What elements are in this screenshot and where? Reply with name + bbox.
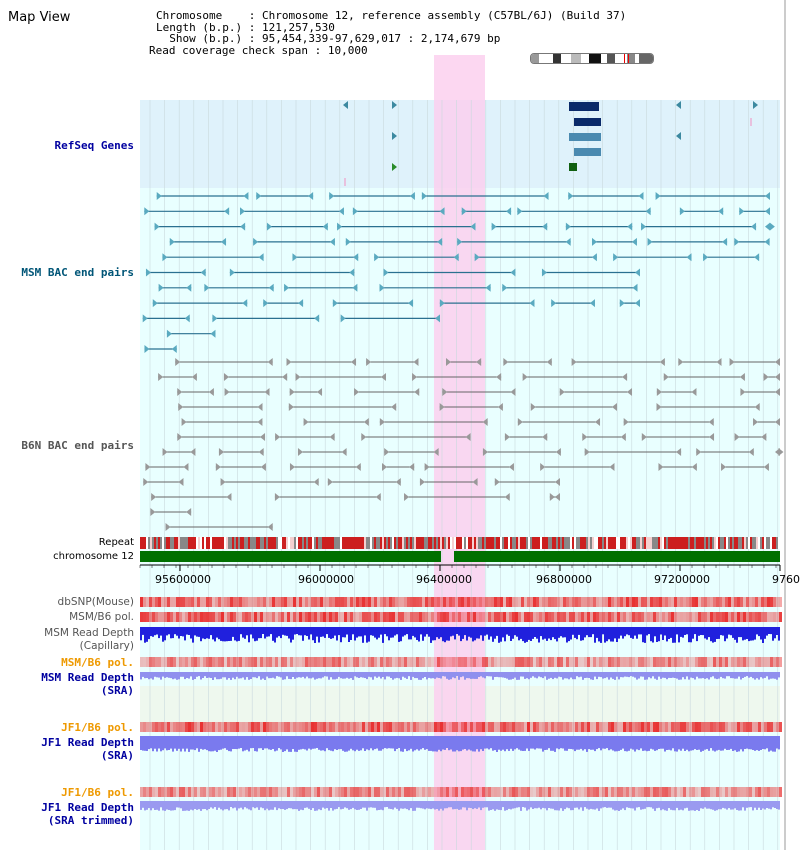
jf1-pol-label-1: JF1/B6 pol. xyxy=(61,721,134,734)
gene-marker xyxy=(392,132,397,140)
msm-depth-cap-label: MSM Read Depth (Capillary) xyxy=(44,627,134,652)
msm-pol-label-1: MSM/B6 pol. xyxy=(69,611,134,623)
gene-block xyxy=(574,118,601,126)
gene-marker xyxy=(676,132,681,140)
length-value: 121,257,530 xyxy=(261,20,335,34)
refseq-label: RefSeq Genes xyxy=(54,139,134,152)
gene-block xyxy=(574,148,601,156)
length-key: Length (b.p.) xyxy=(156,20,243,34)
page-title: Map View xyxy=(8,10,71,25)
gene-marker xyxy=(676,101,681,109)
chromosome-ideogram[interactable] xyxy=(530,53,654,64)
chromosome-value: Chromosome 12, reference assembly (C57BL… xyxy=(261,9,627,22)
gene-marker xyxy=(343,101,348,109)
msm-bac-label: MSM BAC end pairs xyxy=(21,266,134,279)
jf1-depth-sra-label: JF1 Read Depth (SRA) xyxy=(41,736,134,762)
jf1-pol-label-2: JF1/B6 pol. xyxy=(61,786,134,799)
coverage-key: Read coverage check span xyxy=(149,43,308,57)
chromosome-bar xyxy=(454,551,780,562)
selection-highlight xyxy=(434,55,485,850)
repeat-label: Repeat xyxy=(98,537,134,548)
show-key: Show (b.p.) xyxy=(169,32,243,45)
chromosome-bar xyxy=(140,551,441,562)
axis-tick-6: 9760 xyxy=(772,573,800,586)
gene-block xyxy=(569,163,577,171)
axis-tick-4: 96800000 xyxy=(536,573,592,586)
axis-tick-3: 96400000 xyxy=(416,573,472,586)
header-info: Chromosome : Chromosome 12, reference as… xyxy=(149,9,627,57)
coverage-value: 10,000 xyxy=(327,43,368,57)
b6n-bac-label: B6N BAC end pairs xyxy=(21,439,134,452)
gene-block xyxy=(569,102,599,111)
axis-tick-1: 95600000 xyxy=(155,573,211,586)
gene-block xyxy=(569,133,601,141)
msm-pol-label-2: MSM/B6 pol. xyxy=(61,656,134,669)
gene-marker xyxy=(753,101,758,109)
chromosome-track-label: chromosome 12 xyxy=(53,551,134,562)
axis-tick-2: 96000000 xyxy=(298,573,354,586)
show-value: 95,454,339-97,629,017 : 2,174,679 bp xyxy=(261,32,501,45)
chromosome-key: Chromosome xyxy=(156,9,223,22)
current-region-marker xyxy=(624,54,629,63)
msm-depth-sra-label: MSM Read Depth (SRA) xyxy=(41,671,134,697)
jf1-depth-trim-label: JF1 Read Depth (SRA trimmed) xyxy=(41,801,134,827)
dbsnp-label: dbSNP(Mouse) xyxy=(57,596,134,608)
gene-marker xyxy=(392,101,397,109)
gene-marker xyxy=(392,163,397,171)
axis-tick-5: 97200000 xyxy=(654,573,710,586)
